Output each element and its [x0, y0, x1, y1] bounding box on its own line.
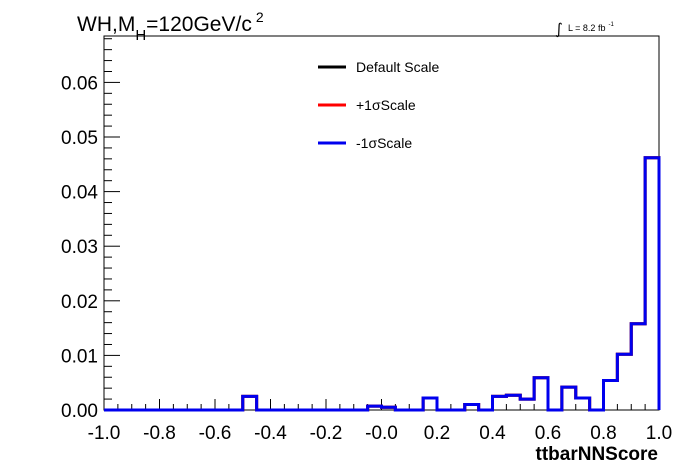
y-tick-label: 0.00: [61, 401, 98, 422]
x-tick-label: -1.0: [88, 423, 121, 444]
x-tick-label: -0.0: [365, 423, 398, 444]
x-tick-label: -0.4: [254, 423, 287, 444]
series-line: [104, 156, 661, 412]
x-axis: -1.0 -0.8 -0.6 -0.4 -0.2 -0.0 0.2 0.4 0.6 0.8 1.0: [88, 399, 672, 444]
y-tick-label: 0.01: [61, 346, 98, 367]
legend-label: Default Scale: [356, 59, 439, 75]
x-tick-label: 0.8: [590, 423, 616, 444]
series-group: [104, 156, 661, 412]
legend-label: -1σScale: [356, 135, 412, 151]
lumi-superscript: -1: [608, 22, 614, 28]
lumi-label: L = 8.2 fb -1: [568, 22, 614, 33]
lumi-integral-symbol: ∫: [555, 20, 563, 38]
title-rest: =120GeV/c: [146, 13, 252, 36]
y-axis: 0.00 0.01 0.02 0.03 0.04 0.05 0.06: [61, 38, 120, 422]
title-subscript: H: [135, 27, 146, 44]
x-tick-label: -0.2: [310, 423, 343, 444]
y-tick-label: 0.06: [61, 73, 98, 94]
series-line: [104, 156, 661, 412]
y-tick-label: 0.03: [61, 237, 98, 258]
legend-label: +1σScale: [356, 97, 416, 113]
x-tick-label: -0.6: [199, 423, 232, 444]
x-tick-label: 1.0: [646, 423, 672, 444]
y-tick-label: 0.02: [61, 292, 98, 313]
x-tick-label: -0.8: [143, 423, 176, 444]
title-superscript: 2: [256, 9, 264, 25]
plot-frame: [103, 35, 660, 411]
title-main: WH,M: [77, 13, 135, 36]
chart-title: WH,MH=120GeV/c 2: [77, 9, 264, 44]
x-axis-title: ttbarNNScore: [536, 444, 658, 465]
x-tick-label: 0.2: [424, 423, 450, 444]
y-tick-label: 0.05: [61, 128, 98, 149]
x-tick-label: 0.4: [479, 423, 506, 444]
lumi-text: L = 8.2 fb: [568, 23, 605, 33]
legend: Default Scale +1σScale -1σScale: [318, 59, 439, 151]
y-tick-label: 0.04: [61, 183, 98, 204]
x-tick-label: 0.6: [535, 423, 561, 444]
series-line: [104, 156, 661, 412]
